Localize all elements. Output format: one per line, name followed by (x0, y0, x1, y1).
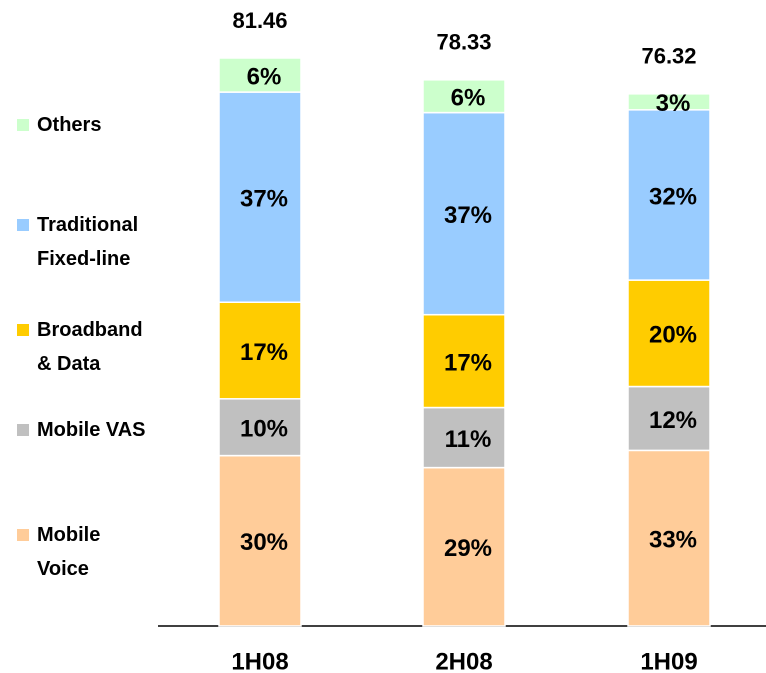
segment-label: 6% (247, 63, 282, 90)
segment-label: 11% (445, 426, 492, 453)
bar-segment (422, 111, 506, 316)
segment-label: 29% (444, 535, 492, 562)
segment-label: 17% (240, 339, 288, 366)
segment-label: 12% (649, 407, 697, 434)
segment-label: 33% (649, 527, 697, 554)
segment-label: 37% (444, 202, 492, 229)
bar-segment (218, 57, 302, 93)
total-label: 78.33 (436, 30, 491, 55)
segment-label: 6% (451, 85, 486, 112)
segment-label: 32% (649, 183, 697, 210)
total-label: 81.46 (232, 8, 287, 33)
x-tick-label: 1H09 (640, 648, 697, 673)
bar-segment (218, 301, 302, 400)
legend-label: Others (37, 114, 102, 136)
legend-label: Broadband & Data (37, 319, 143, 375)
legend-swatch (17, 219, 29, 231)
segment-label: 17% (444, 349, 492, 376)
legend-label: Mobile Voice (37, 524, 101, 580)
legend-label: Traditional Fixed-line (37, 214, 139, 270)
segment-label: 37% (240, 186, 288, 213)
bar-segment (218, 398, 302, 457)
bar-segment (627, 109, 711, 281)
bar-segment (627, 449, 711, 627)
total-label: 76.32 (641, 44, 696, 69)
segment-label: 3% (656, 90, 691, 117)
legend-label: Mobile VAS (37, 419, 146, 441)
segment-label: 30% (240, 529, 288, 556)
x-tick-label: 2H08 (435, 648, 492, 673)
bar-segment (218, 454, 302, 627)
legend-swatch (17, 529, 29, 541)
bar-segment (627, 93, 711, 111)
segment-label: 10% (240, 416, 288, 443)
bar-segment (422, 466, 506, 627)
legend-swatch (17, 119, 29, 131)
bar-segment (627, 385, 711, 452)
bar-segment (627, 279, 711, 388)
legend-swatch (17, 324, 29, 336)
segment-label: 20% (649, 322, 697, 349)
bar-segment (422, 79, 506, 114)
bar-segment (422, 313, 506, 409)
bar-segment (422, 406, 506, 469)
bar-segment (218, 91, 302, 303)
x-tick-label: 1H08 (231, 648, 288, 673)
legend-swatch (17, 424, 29, 436)
